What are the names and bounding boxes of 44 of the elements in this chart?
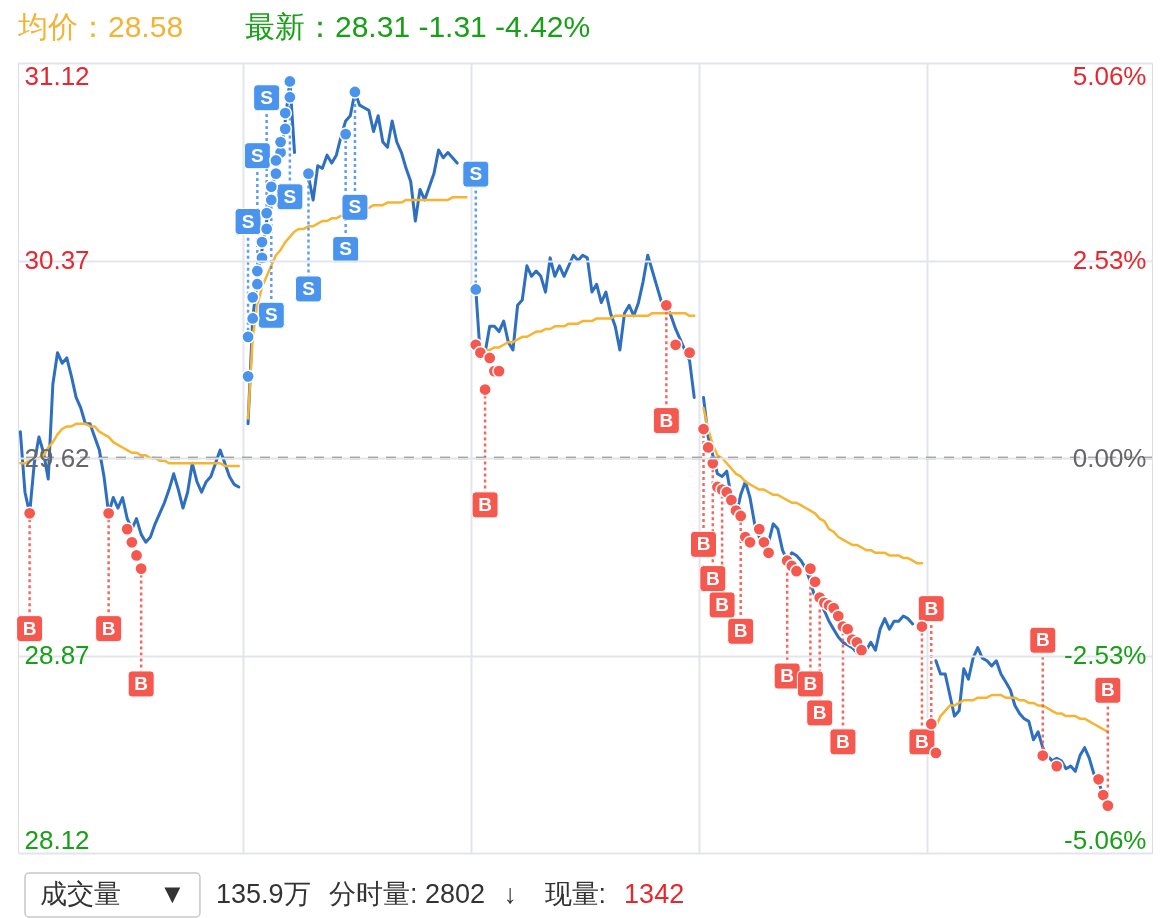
data-label: B <box>1035 629 1050 651</box>
text: 成交量 <box>40 879 121 909</box>
data-label: S <box>302 277 315 299</box>
y2-tick-label: 5.06% <box>1072 60 1147 91</box>
text: ▼ <box>159 879 186 909</box>
data-label: B <box>22 617 37 639</box>
y-tick-label: 28.87 <box>24 640 90 670</box>
chart-subtitle: 最新：28.31 -1.31 -4.42% <box>245 10 591 43</box>
data-label: S <box>283 185 297 207</box>
data-label: B <box>659 409 674 431</box>
y2-tick-label: -5.06% <box>1064 824 1147 855</box>
data-label: S <box>469 163 483 185</box>
data-label: S <box>264 304 278 326</box>
y2-tick-label: 0.00% <box>1072 442 1147 473</box>
y2-tick-label: -2.53% <box>1064 640 1147 670</box>
data-label: B <box>1100 679 1115 701</box>
data-label: S <box>348 196 362 218</box>
y-tick-label: 28.12 <box>24 824 90 855</box>
data-label: B <box>101 617 116 639</box>
data-label: B <box>812 701 827 723</box>
data-label: B <box>696 533 711 555</box>
data-label: B <box>705 567 720 589</box>
data-label: B <box>715 593 729 615</box>
data-label: S <box>339 238 352 260</box>
data-label: B <box>924 597 939 619</box>
text: 1342 <box>624 879 685 909</box>
text: 分时量: 2802 <box>328 879 486 909</box>
data-label: S <box>241 210 255 232</box>
text: 135.9万 <box>215 879 311 909</box>
data-label: B <box>915 730 929 752</box>
data-label: B <box>803 672 818 694</box>
data-label: B <box>134 672 149 694</box>
data-label: B <box>780 665 795 687</box>
y2-tick-label: 2.53% <box>1072 245 1147 275</box>
data-label: B <box>478 493 492 515</box>
y-tick-label: 31.12 <box>24 60 90 91</box>
text: 现量: <box>544 879 607 909</box>
text: ↓ <box>503 879 518 909</box>
y-tick-label: 30.37 <box>24 245 90 275</box>
data-label: B <box>836 730 850 752</box>
data-label: S <box>251 144 264 166</box>
chart-title: 均价：28.58 <box>17 10 184 43</box>
data-label: B <box>733 620 748 642</box>
data-label: S <box>260 86 273 108</box>
